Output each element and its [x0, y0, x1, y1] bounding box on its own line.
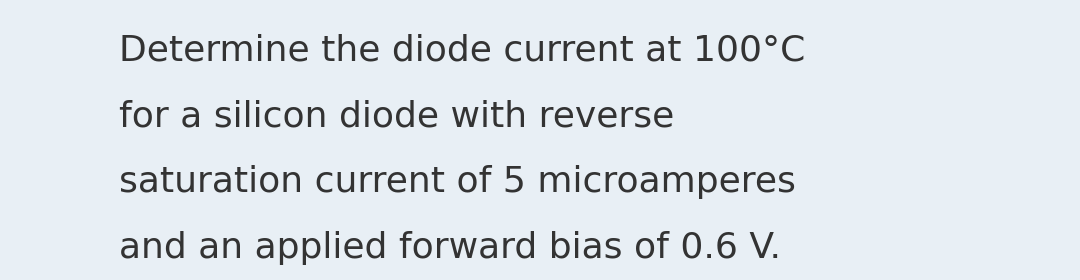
Text: for a silicon diode with reverse: for a silicon diode with reverse	[119, 99, 674, 133]
Text: and an applied forward bias of 0.6 V.: and an applied forward bias of 0.6 V.	[119, 231, 781, 265]
Text: saturation current of 5 microamperes: saturation current of 5 microamperes	[119, 165, 796, 199]
Text: Determine the diode current at 100°C: Determine the diode current at 100°C	[119, 34, 806, 67]
